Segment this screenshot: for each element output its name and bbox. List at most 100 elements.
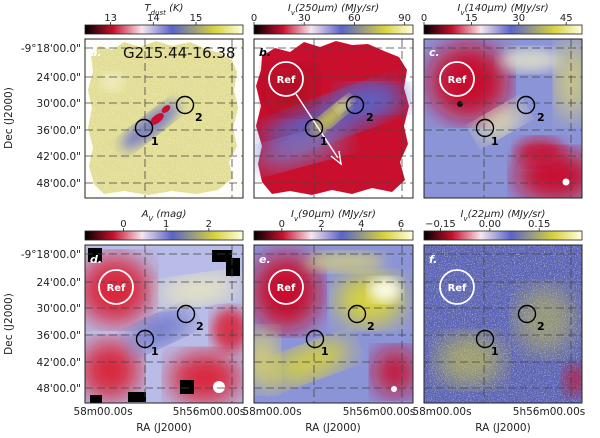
cut-direction-arrow bbox=[295, 93, 339, 159]
dec-tick-label: -9°18'00.0" bbox=[21, 249, 81, 261]
y-axis-label-top: Dec (J2000) bbox=[3, 87, 15, 149]
colorbar-tick-label: 4 bbox=[358, 219, 364, 230]
panel-a-label: a. bbox=[90, 46, 102, 59]
clump-1-label: 1 bbox=[321, 345, 329, 358]
colorbar-tick-label: 2 bbox=[206, 219, 212, 230]
panel-d-gridlines bbox=[85, 245, 243, 403]
colorbar-title: Iv(90μm) (MJy/sr) bbox=[291, 209, 376, 223]
clump-2-label: 2 bbox=[537, 320, 545, 333]
beam-size-marker bbox=[391, 386, 397, 392]
dec-tick-label: -9°18'00.0" bbox=[21, 43, 81, 55]
panel-b-map bbox=[254, 39, 413, 198]
clump-1-marker bbox=[134, 118, 154, 138]
panel-f-label: f. bbox=[429, 253, 437, 266]
panel-e-frame bbox=[253, 244, 414, 404]
panel-f-frame bbox=[423, 244, 583, 404]
colorbar-2 bbox=[253, 24, 414, 35]
clump-1-label: 1 bbox=[151, 135, 159, 148]
panel-e-label: e. bbox=[259, 253, 271, 266]
panel-f-gridlines bbox=[424, 245, 582, 403]
clump-2-marker bbox=[517, 304, 537, 324]
panel-d-label: d. bbox=[90, 253, 102, 266]
colorbar-tick-label: 30 bbox=[298, 13, 311, 24]
cut-arrow-head bbox=[330, 150, 342, 166]
colorbar-tick-label: 0.15 bbox=[528, 219, 550, 230]
ref-label: Ref bbox=[448, 75, 467, 86]
colorbar-tick-label: 6 bbox=[398, 219, 404, 230]
panel-b-gridlines bbox=[254, 39, 413, 198]
panel-f-map bbox=[424, 245, 582, 403]
clump-2-marker bbox=[176, 304, 196, 324]
dec-tick-label: 48'00.0" bbox=[37, 383, 81, 395]
panel-a-map bbox=[85, 39, 243, 198]
clump-1-marker bbox=[475, 329, 495, 349]
colorbar-tick-label: 13 bbox=[104, 13, 117, 24]
colorbar-tick-label: 15 bbox=[465, 13, 478, 24]
colorbar-4 bbox=[84, 230, 244, 241]
dec-tick-label: 36'00.0" bbox=[37, 330, 81, 342]
panel-e-map bbox=[254, 245, 413, 403]
colorbar-tick-label: 15 bbox=[190, 13, 203, 24]
colorbar-tick-label: 90 bbox=[398, 13, 411, 24]
ra-ticks: 58m00.00s 5h56m00.00s 58m00.00s 5h56m00.… bbox=[73, 406, 585, 418]
panel-c-label: c. bbox=[429, 46, 440, 59]
colorbar-6 bbox=[423, 230, 583, 241]
panel-c-map bbox=[424, 39, 582, 198]
dec-tick-label: 30'00.0" bbox=[37, 303, 81, 315]
ra-tick-label: 58m00.00s bbox=[73, 406, 132, 418]
colorbar-tick-label: 60 bbox=[348, 13, 361, 24]
colorbar-tick-label: 30 bbox=[512, 13, 525, 24]
ref-region-marker bbox=[98, 269, 134, 305]
clump-1-label: 1 bbox=[151, 345, 159, 358]
ra-tick-label: 58m00.00s bbox=[242, 406, 301, 418]
panel-c-frame bbox=[423, 38, 583, 199]
panel-d-frame bbox=[84, 244, 244, 404]
ref-region-marker bbox=[439, 269, 475, 305]
clump-1-marker bbox=[305, 329, 325, 349]
dec-tick-label: 48'00.0" bbox=[37, 178, 81, 190]
clump-2-marker bbox=[175, 95, 195, 115]
ra-tick-label: 58m00.00s bbox=[412, 406, 471, 418]
dec-tick-label: 42'00.0" bbox=[37, 357, 81, 369]
colorbar-tick-label: 0 bbox=[421, 13, 427, 24]
clump-2-marker bbox=[516, 95, 536, 115]
ra-tick-label: 5h56m00.00s bbox=[343, 406, 415, 418]
ref-region-marker bbox=[439, 61, 475, 97]
colorbar-tick-label: 45 bbox=[560, 13, 573, 24]
clump-1-label: 1 bbox=[491, 345, 499, 358]
colorbar-tick-label: 0.00 bbox=[479, 219, 501, 230]
panel-e-gridlines bbox=[254, 245, 413, 403]
clump-1-marker bbox=[475, 118, 495, 138]
colorbar-tick-label: 0 bbox=[251, 13, 257, 24]
colorbar-tick-label: 14 bbox=[147, 13, 160, 24]
dec-tick-label: 42'00.0" bbox=[37, 151, 81, 163]
clump-1-label: 1 bbox=[491, 135, 499, 148]
dec-ticks-bottom: -9°18'00.0" 24'00.0" 30'00.0" 36'00.0" 4… bbox=[21, 249, 81, 395]
clump-2-label: 2 bbox=[196, 320, 204, 333]
colorbar-tick-label: 0 bbox=[120, 219, 126, 230]
clump-1-label: 1 bbox=[320, 135, 328, 148]
dec-tick-label: 24'00.0" bbox=[37, 72, 81, 84]
colorbar-tick-label: 2 bbox=[318, 219, 324, 230]
dec-ticks-top: -9°18'00.0" 24'00.0" 30'00.0" 36'00.0" 4… bbox=[21, 43, 81, 190]
ref-region-marker bbox=[268, 61, 304, 97]
colorbar-tick-label: 0 bbox=[279, 219, 285, 230]
clump-2-marker bbox=[345, 95, 365, 115]
x-axis-label: RA (J2000) bbox=[305, 422, 360, 434]
colorbar-title: Iv(22μm) (MJy/sr) bbox=[461, 209, 546, 223]
clump-1-marker bbox=[135, 329, 155, 349]
clump-2-marker bbox=[347, 304, 367, 324]
ra-tick-label: 5h56m00.00s bbox=[173, 406, 245, 418]
dec-tick-label: 36'00.0" bbox=[37, 125, 81, 137]
colorbar-title: Iv(250μm) (MJy/sr) bbox=[288, 3, 379, 17]
colorbar-title: AV (mag) bbox=[141, 209, 187, 223]
clump-2-label: 2 bbox=[366, 111, 374, 124]
x-axis-label: RA (J2000) bbox=[475, 422, 530, 434]
panel-a-frame bbox=[84, 38, 244, 199]
field-name-label: G215.44-16.38 bbox=[123, 44, 235, 62]
colorbar-tick-label: 1 bbox=[163, 219, 169, 230]
colorbar-title: Iv(140μm) (MJy/sr) bbox=[457, 3, 548, 17]
panel-b-label: b. bbox=[259, 46, 271, 59]
